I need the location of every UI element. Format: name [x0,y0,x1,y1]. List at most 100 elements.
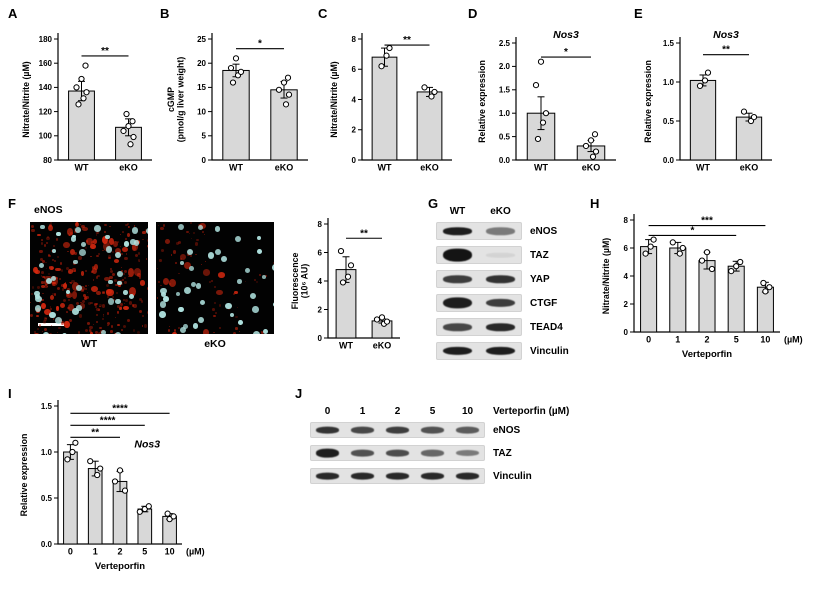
svg-text:eKO: eKO [373,341,392,351]
svg-text:180: 180 [39,35,53,44]
svg-text:20: 20 [197,59,206,68]
svg-text:5: 5 [734,335,739,345]
svg-text:WT: WT [229,163,243,173]
svg-text:(µM): (µM) [186,547,205,557]
svg-text:2.5: 2.5 [499,39,511,48]
svg-text:(pmol/g liver weight): (pmol/g liver weight) [176,57,186,143]
svg-text:*: * [258,39,262,50]
svg-text:Verteporfin: Verteporfin [682,349,732,360]
svg-text:4: 4 [318,277,323,286]
panel-label-D: D [468,6,478,21]
svg-text:2.0: 2.0 [499,62,511,71]
svg-text:(10⁶ AU): (10⁶ AU) [300,264,310,299]
svg-text:160: 160 [39,59,53,68]
chart-cgmp-B: 0 5 10 15 20 25 cGMP (pmol/g liver weight) WT eKO… [166,33,308,173]
svg-text:Relative expression: Relative expression [643,60,653,143]
svg-text:****: **** [112,403,128,414]
svg-text:Nos3: Nos3 [713,29,739,41]
svg-text:0: 0 [202,156,207,165]
svg-text:1.5: 1.5 [41,402,53,411]
panel-label-F: F [8,196,16,211]
svg-text:10: 10 [197,107,206,116]
svg-text:Fluorescence: Fluorescence [290,253,300,310]
svg-text:(µM): (µM) [784,335,803,345]
svg-text:****: **** [100,415,116,426]
svg-text:10: 10 [760,335,770,345]
svg-text:0.5: 0.5 [41,494,53,503]
svg-text:6: 6 [624,244,629,253]
svg-text:Nitrate/Nitrite (µM): Nitrate/Nitrite (µM) [329,61,339,137]
svg-text:4: 4 [624,272,629,281]
svg-text:Nitrate/Nitrite (µM): Nitrate/Nitrite (µM) [21,61,31,137]
chart-nitrate-nitrite-C: 0 2 4 6 8 Nitrate/Nitrite (µM) WT eKO ** [329,33,452,173]
svg-text:eKO: eKO [582,163,601,173]
svg-text:4: 4 [352,95,357,104]
svg-text:0.5: 0.5 [499,132,511,141]
svg-text:**: ** [360,228,368,239]
panel-label-H: H [590,196,600,211]
panel-label-J: J [295,386,303,401]
svg-text:25: 25 [197,35,206,44]
svg-text:2: 2 [352,126,357,135]
chart-nos3-expression-D: 0.0 0.5 1.0 1.5 2.0 2.5 Relative expression WT e… [477,29,616,173]
svg-text:0: 0 [624,328,629,337]
svg-text:1.0: 1.0 [499,109,511,118]
svg-text:WT: WT [339,341,353,351]
western-blot-G: WT eKO eNOS TAZ YAP CTGF TEAD4 Vinculin [436,206,569,366]
svg-text:2: 2 [318,305,323,314]
micrograph-wt [30,222,148,334]
panel-label-A: A [8,6,18,21]
svg-text:Relative expression: Relative expression [19,434,29,517]
panel-label-B: B [160,6,170,21]
svg-text:6: 6 [318,248,323,257]
svg-text:2: 2 [704,335,709,345]
svg-text:eKO: eKO [275,163,294,173]
svg-text:8: 8 [318,220,323,229]
svg-text:0: 0 [352,156,357,165]
svg-text:1.5: 1.5 [499,86,511,95]
svg-text:**: ** [91,427,99,438]
svg-text:10: 10 [165,547,175,557]
svg-text:Nitrate/Nitrite (µM): Nitrate/Nitrite (µM) [601,238,611,314]
svg-text:eKO: eKO [119,163,138,173]
svg-text:WT: WT [534,163,548,173]
svg-text:0.0: 0.0 [41,540,53,549]
svg-text:**: ** [722,45,730,56]
svg-text:0.0: 0.0 [499,156,511,165]
svg-text:80: 80 [43,156,52,165]
svg-text:1.0: 1.0 [663,78,675,87]
svg-text:1: 1 [675,335,680,345]
svg-text:2: 2 [117,547,122,557]
svg-text:5: 5 [142,547,147,557]
svg-text:cGMP: cGMP [166,87,176,112]
svg-text:5: 5 [202,132,207,141]
panel-label-E: E [634,6,643,21]
svg-text:1.0: 1.0 [41,448,53,457]
svg-text:0: 0 [68,547,73,557]
svg-text:0: 0 [318,334,323,343]
micrograph-label-wt: WT [80,338,98,350]
svg-text:Nos3: Nos3 [134,438,160,450]
svg-text:*: * [564,47,568,58]
svg-text:WT: WT [75,163,89,173]
svg-text:120: 120 [39,107,53,116]
western-blot-J: 0 1 2 5 10 Verteporfin (µM) eNOS TAZ Vinculin [310,406,569,491]
svg-text:0.5: 0.5 [663,117,675,126]
svg-text:**: ** [101,46,109,57]
panel-label-I: I [8,386,12,401]
svg-text:140: 140 [39,83,53,92]
svg-text:1.5: 1.5 [663,39,675,48]
chart-nitrate-nitrite-A: 80 100 120 140 160 180 Nitrate/Nitrite (µM) WT e… [21,33,152,173]
svg-text:*: * [690,225,694,236]
svg-text:6: 6 [352,65,357,74]
scale-bar [38,323,64,326]
chart-fluorescence-F: 0 2 4 6 8 Fluorescence (10⁶ AU) WT eKO ** [290,218,400,351]
chart-nos3-expression-E: 0.0 0.5 1.0 1.5 Relative expression WT eKO ** No… [643,29,772,173]
svg-text:8: 8 [352,35,357,44]
stain-label-enos: eNOS [34,204,63,216]
svg-text:0: 0 [646,335,651,345]
panel-label-G: G [428,196,439,211]
svg-text:100: 100 [39,132,53,141]
